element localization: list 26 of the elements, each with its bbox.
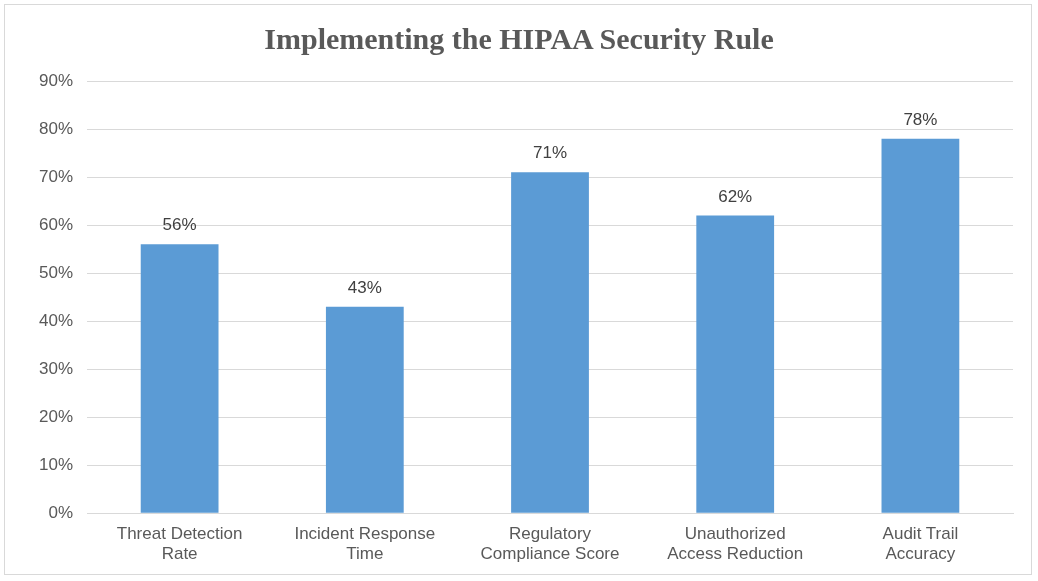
x-tick-label: Threat Detection Rate: [116, 524, 243, 564]
bar: [511, 172, 589, 513]
bar: [881, 138, 960, 513]
data-label: 56%: [162, 215, 197, 235]
data-label: 43%: [347, 277, 382, 297]
data-label: 71%: [533, 143, 568, 163]
y-tick-label: 20%: [38, 406, 74, 426]
data-label: 78%: [903, 109, 938, 129]
y-tick-label: 10%: [38, 454, 74, 474]
y-tick-label: 40%: [38, 310, 74, 330]
y-tick-label: 50%: [38, 262, 74, 282]
y-tick-label: 90%: [38, 70, 74, 90]
data-label: 62%: [718, 186, 753, 206]
bar: [325, 306, 404, 513]
x-tick-label: Unauthorized Access Reduction: [667, 524, 804, 564]
chart-title: Implementing the HIPAA Security Rule: [264, 21, 774, 55]
x-tick-label: Incident Response Time: [294, 524, 436, 564]
y-tick-label: 80%: [38, 118, 74, 138]
x-tick-label: Audit Trail Accuracy: [882, 524, 959, 564]
x-tick-label: Regulatory Compliance Score: [480, 524, 620, 564]
y-tick-label: 0%: [48, 502, 74, 522]
y-tick-label: 70%: [38, 166, 74, 186]
y-tick-label: 60%: [38, 214, 74, 234]
bar: [696, 215, 775, 513]
bar: [140, 244, 219, 513]
y-tick-label: 30%: [38, 358, 74, 378]
